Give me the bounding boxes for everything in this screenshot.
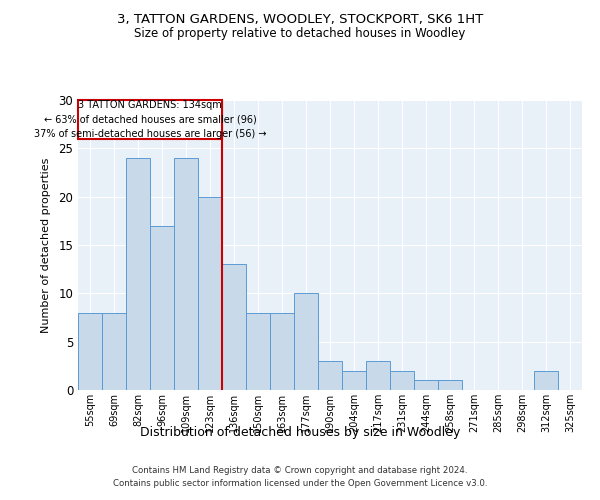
Bar: [198, 196, 222, 390]
Text: Contains HM Land Registry data © Crown copyright and database right 2024.
Contai: Contains HM Land Registry data © Crown c…: [113, 466, 487, 487]
Bar: [294, 294, 318, 390]
Bar: [438, 380, 462, 390]
Bar: [126, 158, 150, 390]
Bar: [390, 370, 414, 390]
Text: Distribution of detached houses by size in Woodley: Distribution of detached houses by size …: [140, 426, 460, 439]
Bar: [414, 380, 438, 390]
Text: Size of property relative to detached houses in Woodley: Size of property relative to detached ho…: [134, 28, 466, 40]
Bar: [534, 370, 558, 390]
Y-axis label: Number of detached properties: Number of detached properties: [41, 158, 52, 332]
Bar: [102, 312, 126, 390]
Bar: [78, 100, 222, 138]
Text: 3 TATTON GARDENS: 134sqm
← 63% of detached houses are smaller (96)
37% of semi-d: 3 TATTON GARDENS: 134sqm ← 63% of detach…: [34, 100, 266, 139]
Bar: [366, 361, 390, 390]
Bar: [342, 370, 366, 390]
Bar: [270, 312, 294, 390]
Bar: [78, 312, 102, 390]
Bar: [222, 264, 246, 390]
Bar: [150, 226, 174, 390]
Bar: [318, 361, 342, 390]
Text: 3, TATTON GARDENS, WOODLEY, STOCKPORT, SK6 1HT: 3, TATTON GARDENS, WOODLEY, STOCKPORT, S…: [117, 12, 483, 26]
Bar: [174, 158, 198, 390]
Bar: [246, 312, 270, 390]
